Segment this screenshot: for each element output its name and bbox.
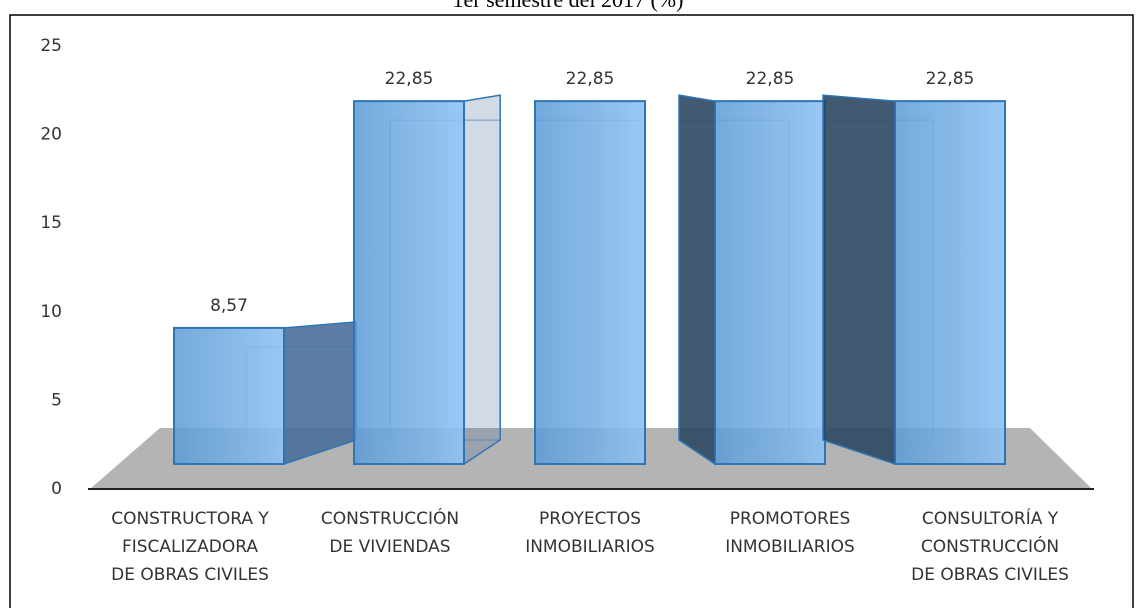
bar-side [283,321,357,466]
y-tick-label: 0 [51,479,62,499]
x-tick-label: CONSTRUCCIÓN DE VIVIENDAS [321,507,459,557]
bar-front [534,100,646,465]
y-tick-label: 10 [40,302,62,322]
bar-front [894,100,1006,465]
value-label: 22,85 [746,69,795,89]
y-tick-label: 5 [51,390,62,410]
chart-border [9,14,1134,608]
bar-side [678,94,716,466]
x-tick-label: CONSTRUCTORA Y FISCALIZADORA DE OBRAS CIVI… [111,509,269,585]
value-label: 22,85 [566,69,615,89]
y-tick-label: 15 [40,213,62,233]
value-label: 22,85 [926,69,975,89]
bar-front [353,100,465,465]
bar-side [463,94,501,466]
value-label: 8,57 [210,296,248,316]
y-tick-label: 20 [40,125,62,145]
y-tick-label: 25 [40,36,62,56]
bar-front [173,326,285,465]
chart-title: 1er semestre del 2017 (%) [453,0,684,12]
value-label: 22,85 [385,69,434,89]
x-tick-label: CONSULTORÍA Y CONSTRUCCIÓN DE OBRAS CIVILE… [911,507,1069,585]
bar-front [714,100,826,465]
x-tick-label: PROYECTOS INMOBILIARIOS [525,509,655,557]
x-tick-label: PROMOTORES INMOBILIARIOS [725,509,855,557]
bar-side [822,94,896,466]
